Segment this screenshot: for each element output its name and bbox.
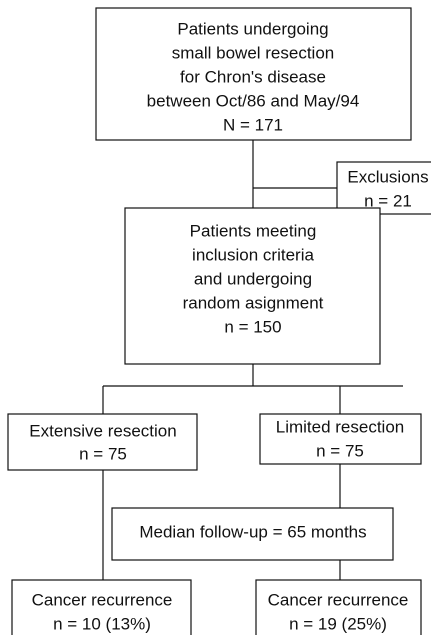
node-box	[336, 161, 431, 215]
node-label: random asignment	[183, 293, 324, 312]
node: Exclusions n = 21	[336, 161, 431, 215]
node-label: Median follow-up = 65 months	[139, 522, 366, 541]
node-box	[255, 579, 422, 635]
node-box	[259, 413, 422, 465]
node: Cancer recurrence n = 10 (13%)	[11, 579, 192, 635]
node-label: n = 150	[224, 317, 281, 336]
node-label: Patients undergoing	[177, 19, 328, 38]
node-label: Cancer recurrence	[32, 590, 173, 609]
node-label: between Oct/86 and May/94	[147, 91, 360, 110]
node-box	[95, 7, 412, 141]
node-box	[111, 507, 394, 561]
node-label: n = 19 (25%)	[289, 614, 387, 633]
node: Limited resection n = 75	[259, 413, 422, 465]
node: Cancer recurrence n = 19 (25%)	[255, 579, 422, 635]
node-box	[11, 579, 192, 635]
node-label: and undergoing	[194, 269, 312, 288]
node: Extensive resection n = 75	[7, 413, 198, 471]
node-label: Limited resection	[276, 417, 405, 436]
node: Patients undergoing small bowel resection…	[95, 7, 412, 141]
node-label: n = 21	[364, 191, 412, 210]
node-label: N = 171	[223, 115, 283, 134]
node-label: small bowel resection	[172, 43, 335, 62]
node-label: n = 75	[79, 444, 127, 463]
node-label: Extensive resection	[29, 421, 176, 440]
node-label: n = 75	[316, 441, 364, 460]
connectors	[102, 140, 403, 580]
node-box	[124, 207, 381, 365]
node-label: Patients meeting	[190, 221, 317, 240]
node-box	[7, 413, 198, 471]
node-label: Cancer recurrence	[268, 590, 409, 609]
node: Patients meeting inclusion criteria and un…	[124, 207, 381, 365]
node-label: n = 10 (13%)	[53, 614, 151, 633]
node-label: for Chron's disease	[180, 67, 326, 86]
node-label: inclusion criteria	[192, 245, 314, 264]
node-label: Exclusions	[347, 167, 428, 186]
node: Median follow-up = 65 months	[111, 507, 394, 561]
